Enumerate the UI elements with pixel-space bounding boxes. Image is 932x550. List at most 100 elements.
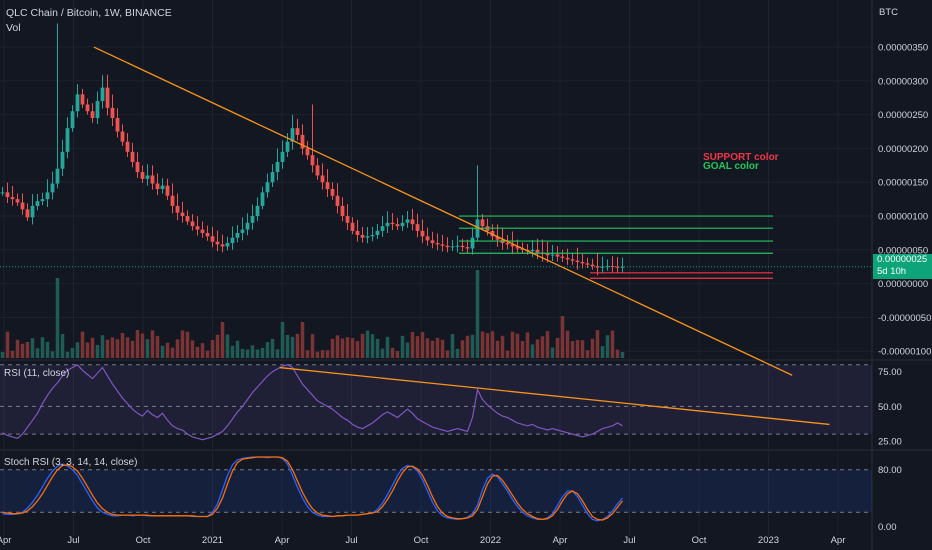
candle-body xyxy=(35,201,40,206)
volume-bar xyxy=(260,347,265,358)
volume-bar xyxy=(340,338,345,358)
candle-body xyxy=(120,131,125,142)
volume-bar xyxy=(330,338,335,358)
volume-bar xyxy=(300,322,305,358)
volume-bar xyxy=(80,331,85,358)
volume-bar xyxy=(95,344,100,358)
candle-body xyxy=(250,216,255,223)
candle-body xyxy=(0,192,5,194)
volume-bar xyxy=(480,331,485,358)
x-tick-label: Jul xyxy=(67,535,79,546)
volume-bar xyxy=(130,340,135,358)
volume-bar xyxy=(0,352,5,358)
rsi-trendline xyxy=(279,366,830,426)
candle-body xyxy=(620,266,625,268)
volume-bar xyxy=(505,350,510,358)
candle-body xyxy=(490,230,495,237)
volume-bar xyxy=(145,339,150,358)
volume-bar xyxy=(200,343,205,358)
candle-body xyxy=(280,151,285,162)
candle-body xyxy=(170,195,175,206)
volume-bar xyxy=(245,349,250,358)
candle-body xyxy=(515,246,520,249)
candle-body xyxy=(505,243,510,245)
volume-bar xyxy=(280,322,285,358)
volume-bar xyxy=(290,336,295,358)
candle-body xyxy=(145,175,150,179)
volume-bar xyxy=(220,322,225,358)
x-tick-label: Jul xyxy=(345,535,357,546)
candle-body xyxy=(355,230,360,235)
volume-bar xyxy=(415,336,420,358)
candle-body xyxy=(570,259,575,261)
volume-label: Vol xyxy=(6,22,21,34)
candle-body xyxy=(195,226,200,230)
candle-body xyxy=(340,205,345,217)
x-tick-label: Apr xyxy=(831,535,846,546)
candle-body xyxy=(425,236,430,241)
candle-body xyxy=(555,254,560,257)
candle-body xyxy=(90,111,95,119)
y-tick-label: 0.00000050 xyxy=(878,245,928,256)
volume-bar xyxy=(590,338,595,358)
volume-bar xyxy=(195,346,200,358)
candle-body xyxy=(535,249,540,253)
candle-body xyxy=(290,128,295,142)
volume-bar xyxy=(20,343,25,358)
candle-body xyxy=(440,244,445,246)
stoch-y-tick-label: 80.00 xyxy=(878,465,902,476)
candle-body xyxy=(165,185,170,196)
volume-bar xyxy=(50,351,55,358)
candle-body xyxy=(180,212,185,217)
volume-bar xyxy=(400,335,405,358)
candle-body xyxy=(395,224,400,227)
rsi-series-line xyxy=(2,364,623,441)
candle-body xyxy=(420,230,425,237)
x-tick-label: 2021 xyxy=(202,535,223,546)
candle-body xyxy=(460,245,465,248)
volume-bar xyxy=(315,351,320,358)
volume-bar xyxy=(350,338,355,358)
volume-bar xyxy=(135,330,140,358)
candle-body xyxy=(375,230,380,235)
rsi-pane-background xyxy=(0,364,872,513)
volume-bar xyxy=(535,339,540,358)
volume-bar xyxy=(390,347,395,358)
volume-bar xyxy=(370,334,375,358)
candle-body xyxy=(260,192,265,206)
volume-bar xyxy=(190,340,195,358)
chart-title: QLC Chain / Bitcoin, 1W, BINANCE xyxy=(6,7,172,19)
candle-body xyxy=(115,118,120,132)
candle-body xyxy=(80,94,85,105)
candle-body xyxy=(220,244,225,247)
stoch-d-line xyxy=(2,456,624,521)
volume-bar xyxy=(115,339,120,358)
y-tick-label: 0.00000250 xyxy=(878,110,928,121)
candle-body xyxy=(175,205,180,213)
volume-bar xyxy=(25,342,30,358)
rsi-y-tick-label: 75.00 xyxy=(878,367,902,378)
y-tick-label: 0.00000150 xyxy=(878,178,928,189)
candle-body xyxy=(230,237,235,244)
candle-body xyxy=(15,199,20,203)
candle-body xyxy=(415,224,420,231)
volume-bar xyxy=(375,338,380,358)
volume-bar xyxy=(520,341,525,358)
candle-body xyxy=(560,256,565,258)
candle-body xyxy=(10,197,15,200)
candle-body xyxy=(400,222,405,227)
volume-bar xyxy=(285,334,290,358)
y-tick-label: 0.00000100 xyxy=(878,212,928,223)
candle-body xyxy=(110,107,115,119)
candle-body xyxy=(45,192,50,200)
candle-body xyxy=(245,222,250,230)
candle-body xyxy=(50,183,55,193)
volume-bar xyxy=(445,350,450,358)
candle-body xyxy=(335,195,340,206)
rsi-y-tick-label: 25.00 xyxy=(878,437,902,448)
volume-bar xyxy=(55,278,60,358)
x-tick-label: Jul xyxy=(623,535,635,546)
volume-bar xyxy=(325,350,330,358)
